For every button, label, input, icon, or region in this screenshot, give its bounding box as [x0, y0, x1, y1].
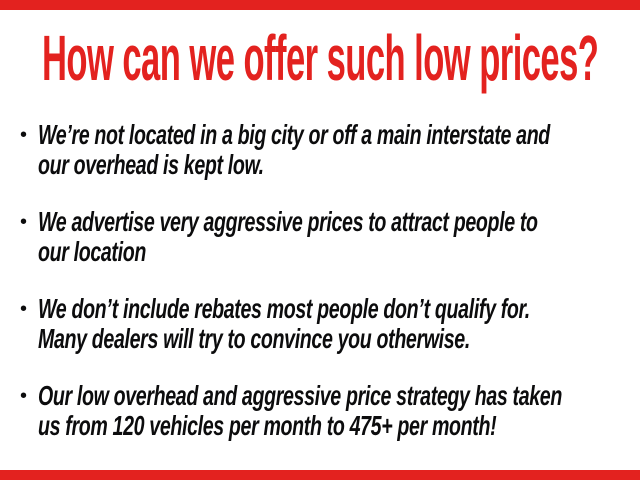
bullet-icon: •: [20, 211, 28, 233]
bullet-text: We don’t include rebates most people don…: [38, 294, 640, 354]
page-title: How can we offer such low prices?: [41, 22, 599, 94]
bullet-line: We’re not located in a big city or off a…: [38, 119, 550, 150]
list-item: • We advertise very aggressive prices to…: [20, 207, 630, 267]
bullet-line: We advertise very aggressive prices to a…: [38, 206, 538, 237]
bullet-list: • We’re not located in a big city or off…: [20, 120, 630, 468]
bullet-line: our location: [38, 236, 146, 267]
bullet-icon: •: [20, 385, 28, 407]
bullet-line: We don’t include rebates most people don…: [38, 293, 530, 324]
bullet-line: our overhead is kept low.: [38, 149, 264, 180]
bullet-line: Many dealers will try to convince you ot…: [38, 323, 470, 354]
list-item: • We’re not located in a big city or off…: [20, 120, 630, 180]
bullet-text: We’re not located in a big city or off a…: [38, 120, 640, 180]
list-item: • Our low overhead and aggressive price …: [20, 381, 630, 441]
bullet-icon: •: [20, 298, 28, 320]
top-accent-bar: [0, 0, 640, 10]
list-item: • We don’t include rebates most people d…: [20, 294, 630, 354]
bullet-line: us from 120 vehicles per month to 475+ p…: [38, 410, 497, 441]
bullet-icon: •: [20, 124, 28, 146]
headline-container: How can we offer such low prices?: [0, 26, 640, 90]
bottom-accent-bar: [0, 470, 640, 480]
bullet-text: Our low overhead and aggressive price st…: [38, 381, 640, 441]
bullet-line: Our low overhead and aggressive price st…: [38, 380, 562, 411]
bullet-text: We advertise very aggressive prices to a…: [38, 207, 640, 267]
